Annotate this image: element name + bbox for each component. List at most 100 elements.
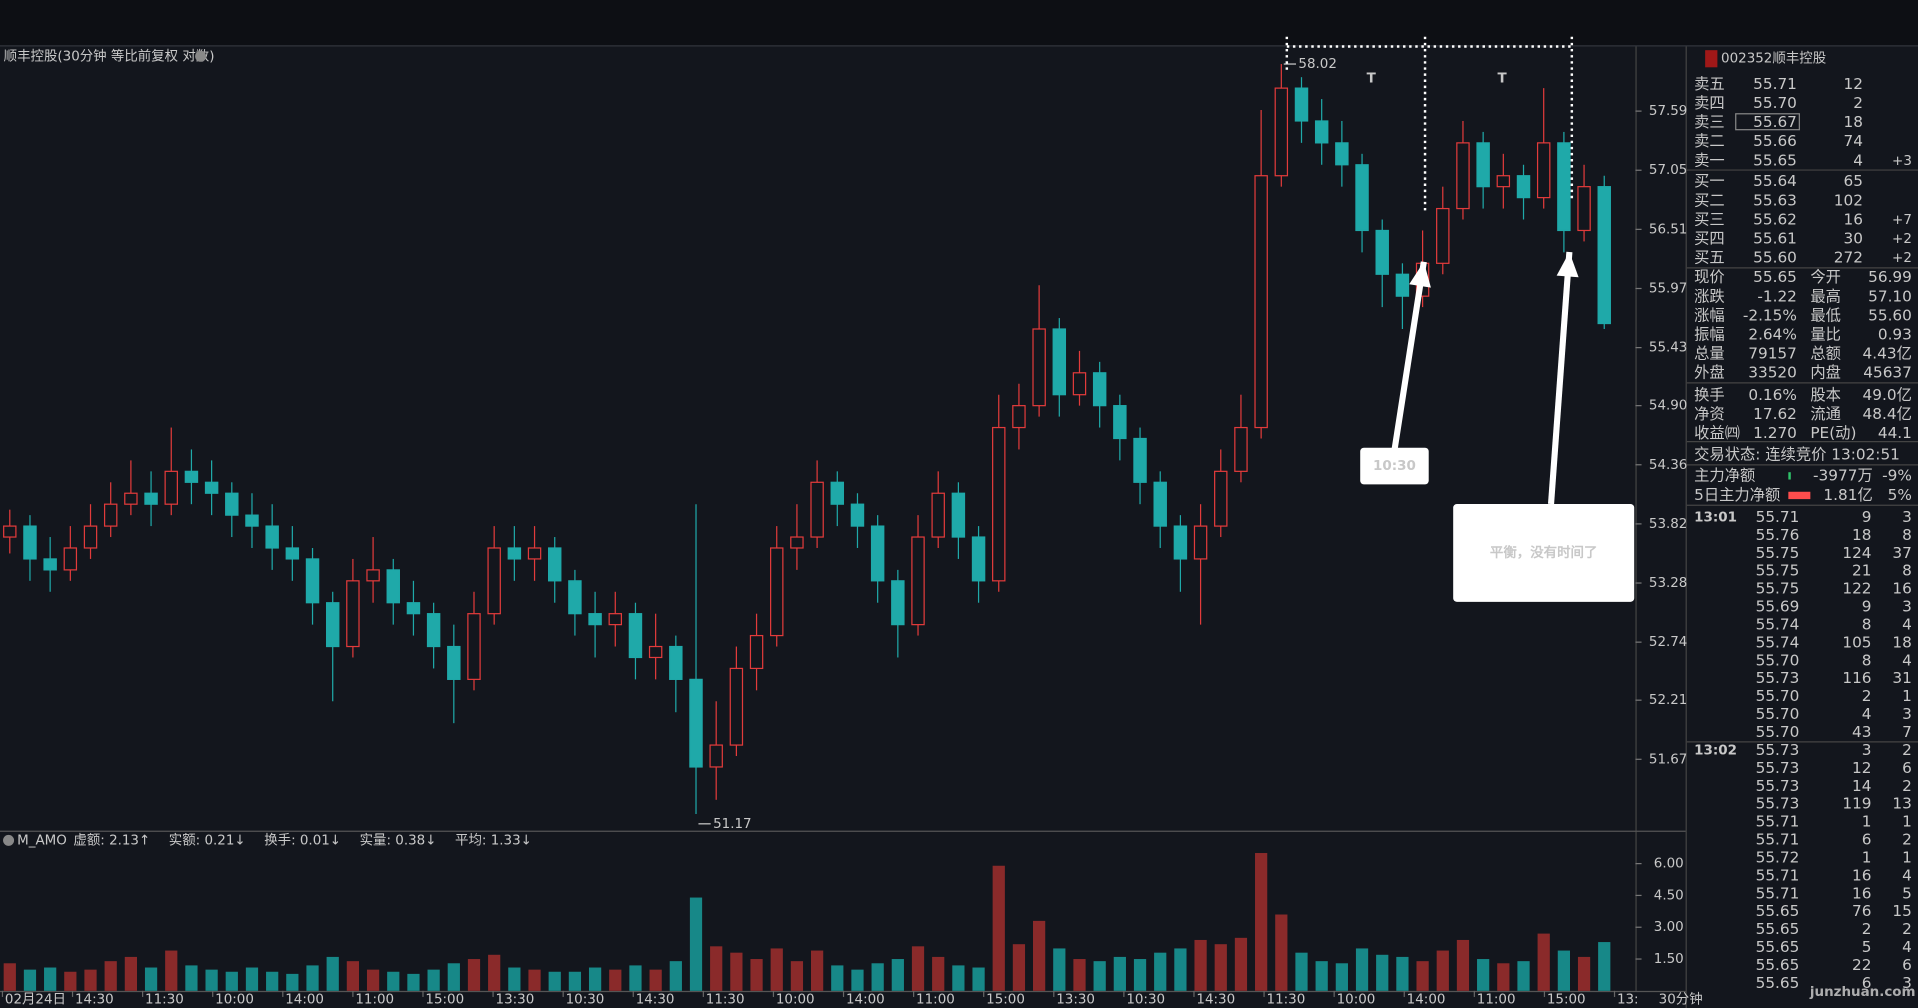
quote-cell: 今开 — [1810, 268, 1841, 286]
candle-body — [1254, 175, 1268, 429]
candle-body — [648, 645, 663, 659]
quote-cell: 1 — [1902, 687, 1912, 705]
candle-body — [1032, 328, 1046, 407]
candle-body — [144, 492, 158, 505]
quote-cell: -9% — [1882, 466, 1912, 484]
quote-cell: 44.1 — [1878, 424, 1912, 442]
quote-cell: 3 — [1902, 508, 1912, 526]
quote-cell: 2 — [1902, 920, 1912, 938]
quote-cell: 55.61 — [1753, 229, 1797, 247]
volume-bar — [851, 969, 864, 991]
candle-body — [406, 602, 421, 615]
volume-bar — [104, 961, 117, 991]
quote-cell: 16 — [1852, 884, 1871, 902]
quote-cell: 55.63 — [1753, 191, 1797, 209]
volume-bar — [427, 969, 440, 991]
candle-body — [507, 547, 522, 560]
candle-body — [931, 492, 945, 538]
quote-cell: 45637 — [1863, 364, 1912, 382]
quote-cell: 0.93 — [1878, 325, 1912, 343]
x-tick-label: 14:30 — [75, 992, 114, 1007]
candle-body — [225, 492, 239, 516]
quote-cell: +2 — [1892, 251, 1912, 266]
candle-body — [3, 525, 17, 538]
quote-cell: 内盘 — [1810, 364, 1841, 382]
quote-cell: 18 — [1844, 113, 1863, 131]
x-tick-label: 15:00 — [1547, 992, 1586, 1007]
quote-cell: 55.74 — [1756, 615, 1800, 633]
badge — [1705, 50, 1718, 68]
x-tick-label: 11:00 — [355, 992, 394, 1007]
candle-body — [1234, 426, 1248, 472]
menu-icon[interactable] — [3, 834, 15, 846]
quote-cell: 18 — [1852, 526, 1871, 544]
volume-bar — [1598, 942, 1611, 991]
flow-bar — [1788, 491, 1811, 500]
quote-cell: 2 — [1853, 94, 1863, 112]
quote-cell: 105 — [1842, 633, 1871, 651]
y-tick-label: 51.67 — [1649, 752, 1687, 767]
volume-bar — [1436, 950, 1449, 991]
quote-cell: 55.69 — [1756, 598, 1800, 616]
indicator-value: 实额: 0.21↓ — [169, 832, 246, 848]
quote-cell: 55.64 — [1753, 172, 1797, 190]
x-tick-label: 14:00 — [846, 992, 885, 1007]
volume-bar — [1335, 963, 1348, 991]
indicator-value: 换手: 0.01↓ — [264, 832, 341, 848]
volume-bar — [649, 969, 662, 991]
x-tick-label: 13:30 — [496, 992, 535, 1007]
candle-body — [790, 536, 804, 549]
volume-bar — [972, 967, 985, 991]
menu-icon[interactable] — [195, 50, 207, 62]
candle-body — [325, 602, 340, 648]
volume-bar — [1517, 961, 1530, 991]
candle-body — [487, 547, 501, 615]
volume-bar — [568, 971, 582, 991]
quote-cell: 收益㈣ — [1694, 424, 1740, 442]
quote-cell: 主力净额 — [1694, 466, 1755, 484]
candle-body — [951, 492, 966, 538]
candle-body — [971, 536, 986, 582]
quote-cell: 3 — [1902, 974, 1912, 992]
candle-body — [992, 426, 1006, 582]
candle-body — [103, 503, 118, 527]
y-tick-label: 3.00 — [1654, 920, 1684, 935]
quote-cell: 55.65 — [1756, 974, 1800, 992]
volume-bar — [1053, 948, 1066, 991]
volume-bar — [205, 969, 218, 991]
y-tick-label: 57.59 — [1649, 104, 1687, 119]
quote-cell: 卖二 — [1694, 132, 1725, 150]
volume-bar — [730, 952, 743, 991]
quote-cell: 55.73 — [1756, 777, 1800, 795]
quote-cell: 1.81亿 — [1823, 486, 1872, 504]
volume-bar — [548, 971, 561, 991]
x-tick-label: 10:30 — [566, 992, 605, 1007]
volume-bar — [911, 946, 925, 991]
quote-cell: 买三 — [1694, 210, 1725, 228]
volume-bar — [306, 965, 319, 991]
quote-cell: 买一 — [1694, 172, 1725, 190]
candle-body — [850, 503, 865, 527]
candle-body — [1395, 273, 1410, 297]
quote-cell: 55.70 — [1756, 651, 1800, 669]
quote-cell: 4 — [1902, 651, 1912, 669]
quote-cell: 57.10 — [1868, 287, 1912, 305]
quote-cell: 55.65 — [1756, 938, 1800, 956]
callout-text: 10:30 — [1373, 459, 1416, 474]
volume-bar — [44, 967, 57, 991]
quote-cell: 流通 — [1810, 405, 1841, 423]
quote-cell: 4 — [1902, 615, 1912, 633]
volume-bar — [1295, 952, 1308, 991]
volume-bar — [467, 959, 481, 991]
candle-body — [1314, 120, 1329, 144]
candle-body — [1536, 142, 1551, 199]
volume-bar — [750, 959, 763, 991]
quote-cell: 换手 — [1694, 386, 1725, 404]
volume-bar — [1537, 933, 1550, 991]
chart-title: 顺丰控股(30分钟 等比前复权 对数) — [4, 47, 215, 64]
quote-cell: 55.71 — [1753, 75, 1797, 93]
quote-cell: 净资 — [1694, 405, 1725, 423]
quote-cell: 55.71 — [1756, 866, 1800, 884]
quote-cell: 55.71 — [1756, 508, 1800, 526]
